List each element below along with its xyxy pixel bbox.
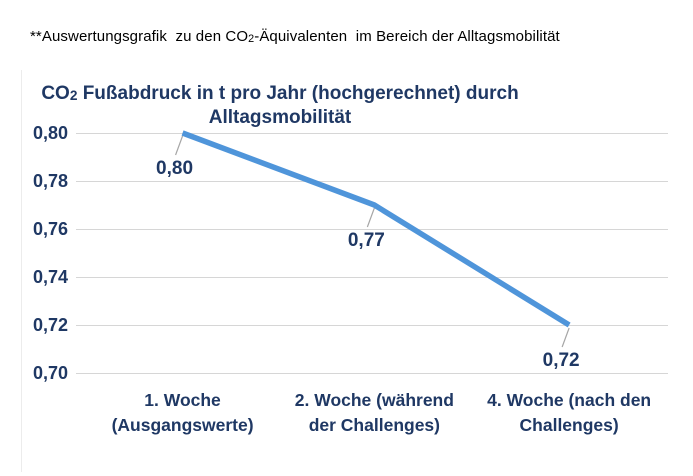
line-series-svg — [174, 130, 571, 348]
figure-caption: **Auswertungsgrafik zu den CO2-Äquivalen… — [30, 28, 560, 45]
y-tick-label: 0,72 — [32, 315, 68, 335]
gridline — [76, 372, 668, 374]
plot-area: 0,80 0,77 0,72 — [76, 130, 668, 374]
y-tick-label: 0,70 — [32, 363, 68, 383]
gridline — [76, 132, 668, 134]
data-label-leader — [366, 207, 375, 228]
chart-title-text-rest: Fußabdruck in t pro Jahr (hochgerechnet)… — [77, 83, 519, 104]
chart-title-text: CO — [41, 83, 70, 104]
y-tick-label: 0,78 — [32, 171, 68, 191]
chart-title: CO2 Fußabdruck in t pro Jahr (hochgerech… — [0, 82, 560, 130]
data-label: 0,77 — [347, 230, 385, 251]
gridline — [76, 180, 668, 182]
y-tick-label: 0,80 — [32, 123, 68, 143]
chart-left-border — [21, 70, 22, 472]
y-axis: 0,80 0,78 0,76 0,74 0,72 0,70 — [0, 123, 68, 383]
gridline — [76, 324, 668, 326]
x-category-label: 4. Woche (nach den Challenges) — [487, 390, 652, 436]
data-label: 0,80 — [156, 158, 194, 179]
y-tick-label: 0,74 — [32, 267, 68, 287]
caption-text-rest: -Äquivalenten im Bereich der Alltagsmobi… — [254, 28, 560, 45]
caption-text: **Auswertungsgrafik zu den CO — [30, 28, 249, 45]
caption-subscript: 2 — [248, 33, 255, 46]
gridline — [76, 276, 668, 278]
chart-title-line2: Alltagsmobilität — [208, 107, 352, 129]
y-tick-label: 0,76 — [32, 219, 68, 239]
gridline — [76, 228, 668, 230]
x-category-label: 2. Woche (während der Challenges) — [294, 390, 454, 436]
data-label: 0,72 — [542, 350, 580, 371]
chart-title-subscript: 2 — [69, 88, 78, 104]
data-label-leader — [174, 135, 184, 156]
x-category-label: 1. Woche (Ausgangswerte) — [111, 390, 254, 436]
data-label-leader — [561, 327, 570, 348]
series-line — [181, 130, 571, 328]
